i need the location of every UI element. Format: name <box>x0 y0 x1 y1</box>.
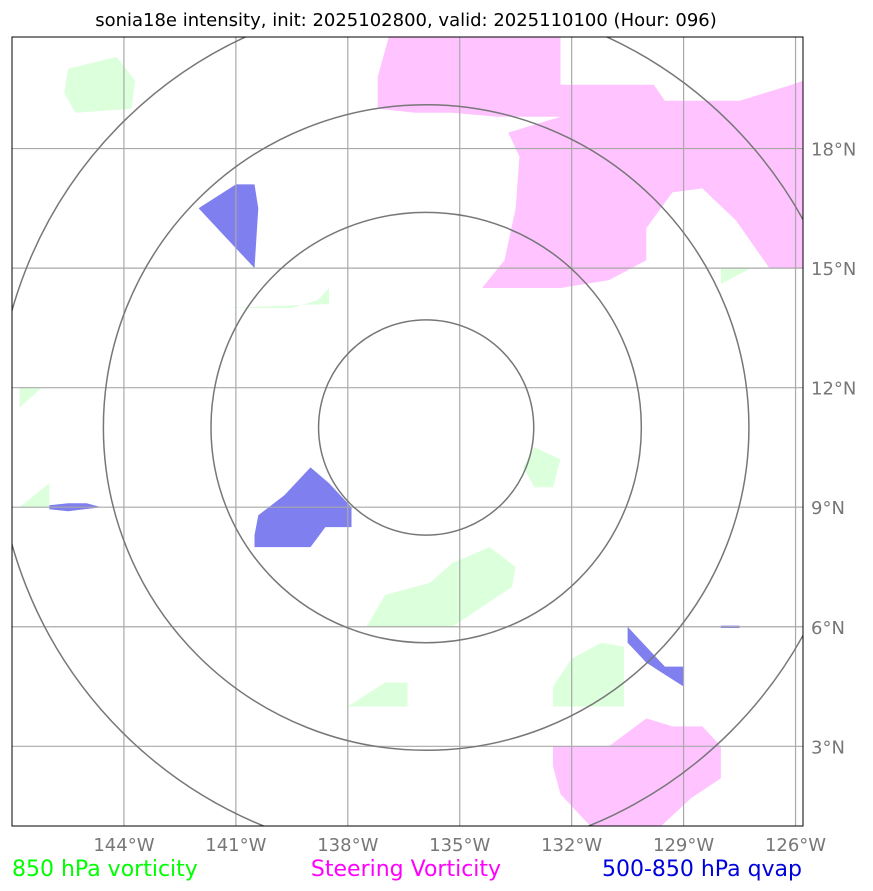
longitude-label: 138°W <box>317 835 378 856</box>
vorticity-850-region <box>347 682 408 707</box>
steering-vorticity-region <box>553 718 721 826</box>
plot-frame <box>11 36 804 827</box>
vorticity-850-region <box>366 547 516 627</box>
qvap-region <box>627 626 684 687</box>
longitude-label: 141°W <box>205 835 266 856</box>
longitude-label: 132°W <box>541 835 602 856</box>
distance-ring <box>317 319 535 536</box>
vorticity-850-region <box>64 56 136 113</box>
longitude-label: 129°W <box>653 835 714 856</box>
latitude-label: 3°N <box>811 737 845 758</box>
legend-steering-vorticity: Steering Vorticity <box>311 857 501 882</box>
vorticity-850-region <box>553 642 624 707</box>
steering-vorticity-layer <box>377 37 803 826</box>
qvap-region <box>198 184 259 269</box>
latitude-label: 12°N <box>811 379 856 400</box>
distance-ring <box>102 103 750 752</box>
steering-vorticity-region <box>377 37 803 288</box>
vorticity-850-region <box>19 483 50 508</box>
longitude-label: 126°W <box>765 835 826 856</box>
distance-rings <box>12 37 803 826</box>
gridlines <box>12 37 803 826</box>
vorticity-850-region <box>720 268 751 285</box>
plot-area <box>12 37 803 826</box>
vorticity-850-layer <box>19 56 751 707</box>
latitude-label: 18°N <box>811 140 856 161</box>
vorticity-850-region <box>224 288 330 308</box>
legend-qvap: 500-850 hPa qvap <box>602 857 802 882</box>
latitude-label: 6°N <box>811 618 845 639</box>
legend-850-vorticity: 850 hPa vorticity <box>12 857 198 882</box>
vorticity-850-region <box>523 447 561 488</box>
latitude-label: 9°N <box>811 498 845 519</box>
latitude-labels: 3°N 6°N 9°N 12°N 15°N 18°N <box>811 140 856 759</box>
longitude-label: 135°W <box>429 835 490 856</box>
map-title: sonia18e intensity, init: 2025102800, va… <box>95 10 717 31</box>
latitude-label: 15°N <box>811 259 856 280</box>
longitude-label: 144°W <box>93 835 154 856</box>
distance-ring <box>210 211 643 644</box>
longitude-labels: 144°W 141°W 138°W 135°W 132°W 129°W 126°W <box>93 835 826 856</box>
vorticity-850-region <box>19 387 42 408</box>
